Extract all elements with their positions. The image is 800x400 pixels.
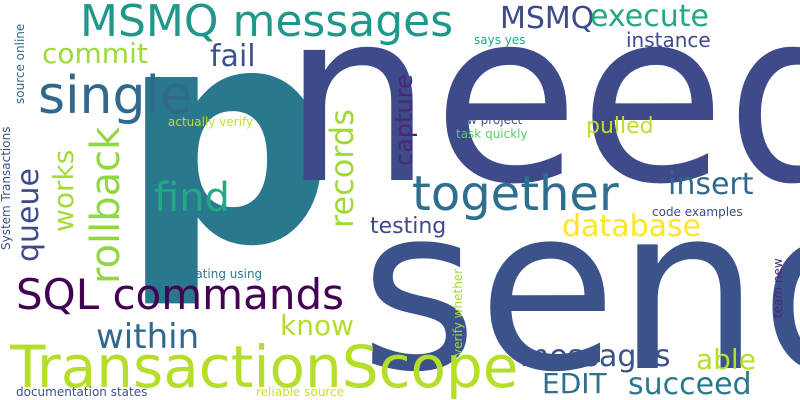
word-msmq: MSMQ [500, 1, 595, 36]
word-system-transactions: System Transactions [0, 126, 13, 250]
word-need: need [282, 0, 800, 237]
word-says-yes: says yes [474, 33, 526, 47]
word-within: within [96, 317, 200, 357]
word-rollback: rollback [83, 126, 129, 284]
word-pulled: pulled [586, 114, 654, 139]
word-investigating-using: investigating using [148, 267, 263, 281]
word-works: works [47, 149, 80, 232]
word-verify-whether: verify whether [451, 268, 465, 356]
word-reliable-source: reliable source [256, 385, 345, 399]
word-code-examples: code examples [652, 205, 743, 219]
word-sql-commands: SQL commands [16, 270, 344, 319]
word-commit: commit [42, 37, 148, 70]
word-documentation-states: documentation states [16, 385, 148, 399]
word-records: records [323, 109, 361, 228]
word-source-online: source online [13, 23, 27, 104]
word-insert: insert [668, 167, 754, 202]
word-task-quickly: task quickly [456, 127, 528, 141]
word-fail: fail [210, 39, 256, 74]
word-know: know [280, 309, 354, 342]
word-find: find [154, 175, 230, 221]
word-database: database [562, 209, 702, 244]
word-edit: EDIT [542, 367, 607, 400]
word-able: able [696, 343, 756, 376]
word-instance: instance [626, 28, 711, 52]
word-execute: execute [590, 0, 709, 34]
word-succeed: succeed [628, 367, 752, 400]
word-p: p [120, 0, 335, 312]
word-testing: testing [370, 214, 447, 239]
word-together: together [412, 166, 619, 222]
word-msmq-messages: MSMQ messages [80, 0, 454, 47]
word-single: single [38, 66, 192, 126]
word-actually-verify: actually verify [168, 115, 254, 129]
word-team-new: team new [771, 258, 785, 318]
word-queue: queue [11, 168, 46, 262]
word-capture: capture [390, 74, 418, 166]
word-transactionscope: TransactionScope [10, 333, 519, 400]
word-send: send [360, 159, 800, 400]
word-new-project: new project [452, 113, 523, 127]
word-messages: messages [520, 339, 671, 374]
